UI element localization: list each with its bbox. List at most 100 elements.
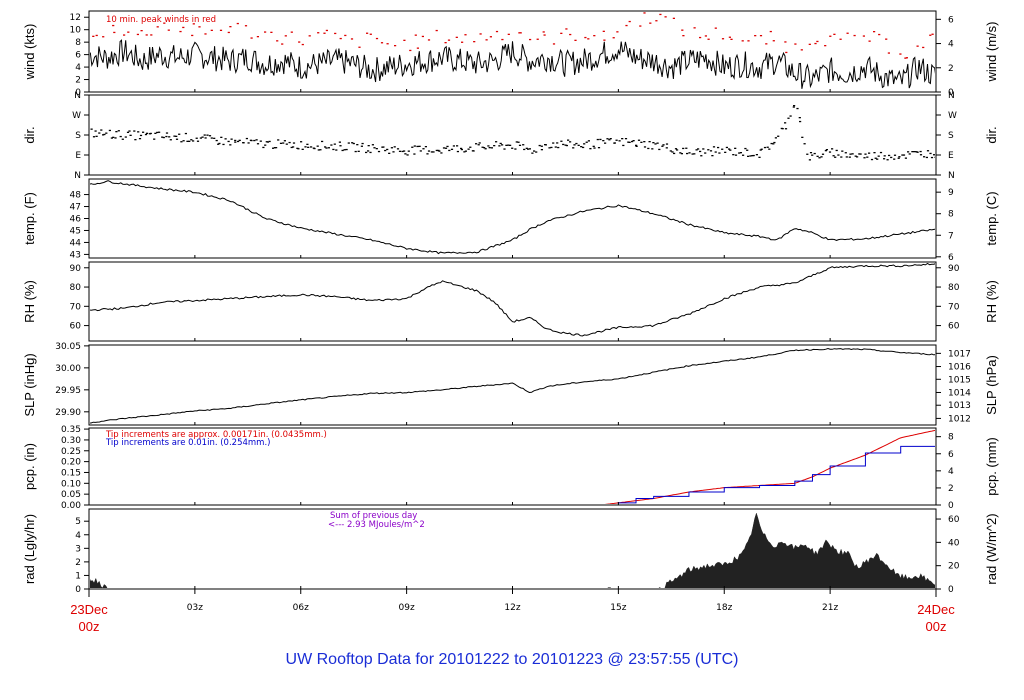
wind-dir-point: [898, 156, 901, 158]
wind-dir-point: [477, 144, 480, 146]
wind-dir-point: [643, 146, 647, 148]
wind-dir-point: [682, 147, 685, 150]
peak-wind-mark: [569, 33, 572, 36]
right-tick-label: S: [948, 131, 954, 141]
left-tick-label: 0.30: [61, 436, 81, 446]
wind-dir-point: [256, 143, 260, 145]
wind-dir-point: [354, 150, 357, 153]
peak-wind-mark: [931, 33, 934, 35]
peak-wind-mark: [655, 20, 658, 22]
peak-wind-mark: [707, 38, 710, 40]
wind-dir-point: [888, 154, 891, 157]
wind-dir-point: [923, 156, 926, 158]
wind-dir-point: [169, 139, 172, 141]
wind-dir-point: [338, 141, 341, 143]
wind-dir-point: [704, 152, 707, 154]
wind-dir-point: [268, 140, 271, 143]
wind-dir-point: [404, 153, 407, 155]
peak-wind-mark: [714, 27, 717, 29]
peak-wind-mark: [730, 38, 733, 40]
peak-wind-mark: [358, 46, 361, 48]
left-tick-label: 0.10: [61, 479, 81, 489]
wind-dir-point: [424, 146, 427, 148]
wind-dir-point: [531, 152, 534, 154]
left-tick-label: 30.00: [55, 364, 81, 374]
wind-dir-point: [234, 141, 237, 143]
right-tick-label: 1017: [948, 349, 971, 359]
right-tick-label: 4: [948, 467, 954, 477]
wind-dir-point: [426, 153, 429, 155]
peak-wind-mark: [824, 45, 827, 47]
wind-dir-point: [873, 152, 876, 154]
peak-wind-mark: [565, 28, 568, 30]
wind-dir-point: [448, 149, 451, 152]
peak-wind-mark: [808, 43, 811, 45]
wind-dir-point: [908, 153, 911, 155]
left-tick-label: 70: [70, 302, 82, 312]
peak-wind-mark: [191, 34, 194, 37]
peak-wind-mark: [552, 43, 556, 45]
slp-line-0: [90, 347, 935, 424]
peak-wind-mark: [317, 32, 320, 34]
peak-wind-mark: [794, 43, 797, 45]
wind-dir-point: [789, 115, 792, 117]
wind-dir-point: [926, 150, 930, 152]
wind-dir-point: [158, 131, 161, 133]
panel-wind: 0 2 4 6 8 10 12 0 2 4 6 wind (kts) wind (m/s) 10 min.…: [22, 10, 999, 98]
wind-dir-point: [375, 148, 378, 150]
wind-dir-point: [253, 139, 256, 142]
wind-dir-point: [418, 145, 421, 147]
peak-wind-mark: [145, 34, 148, 36]
ylabel-right: rad (W/m^2): [984, 513, 999, 584]
wind-dir-point: [218, 142, 221, 145]
wind-dir-point: [467, 148, 470, 150]
wind-dir-point: [124, 136, 127, 138]
wind-dir-point: [499, 142, 502, 145]
ylabel-right: RH (%): [984, 280, 999, 323]
wind-dir-point: [518, 144, 522, 146]
wind-dir-point: [691, 153, 694, 155]
wind-dir-point: [137, 131, 140, 133]
peak-wind-mark: [219, 29, 223, 31]
wind-dir-point: [432, 151, 435, 153]
plot-area: [90, 180, 935, 255]
peak-wind-mark: [846, 32, 849, 34]
wind-dir-point: [628, 141, 631, 143]
peak-wind-mark: [301, 43, 304, 46]
peak-wind-mark: [366, 32, 369, 34]
plot-area: [90, 512, 935, 588]
wind-dir-point: [564, 144, 567, 146]
wind-dir-point: [596, 138, 599, 141]
wind-dir-point: [809, 152, 813, 154]
left-tick-label: 3: [75, 544, 81, 554]
wind-dir-point: [208, 135, 212, 137]
wind-dir-point: [178, 133, 181, 135]
wind-dir-point: [640, 141, 643, 143]
wind-dir-point: [816, 155, 819, 157]
wind-dir-point: [215, 139, 218, 142]
peak-wind-mark: [380, 42, 384, 44]
peak-wind-mark: [394, 45, 397, 47]
peak-wind-mark: [853, 34, 856, 37]
wind-dir-point: [606, 138, 609, 140]
wind-dir-point: [186, 140, 189, 142]
peak-wind-mark: [325, 29, 328, 32]
wind-dir-point: [803, 143, 806, 145]
right-tick-label: 40: [948, 538, 960, 548]
left-tick-label: 46: [70, 215, 82, 225]
ylabel-right: dir.: [984, 126, 999, 143]
peak-wind-mark: [204, 33, 207, 35]
wind-dir-point: [483, 147, 486, 149]
wind-dir-point: [149, 132, 152, 135]
wind-dir-point: [319, 149, 322, 151]
wind-dir-point: [333, 143, 336, 145]
peak-wind-mark: [276, 40, 279, 42]
wind-dir-point: [165, 135, 168, 138]
left-tick-label: 0: [75, 585, 81, 595]
wind-dir-point: [540, 145, 543, 147]
wind-dir-point: [930, 156, 934, 159]
wind-dir-point: [700, 155, 703, 157]
wind-dir-point: [738, 152, 741, 154]
wind-speed-line: [90, 39, 935, 89]
wind-dir-point: [831, 148, 834, 150]
